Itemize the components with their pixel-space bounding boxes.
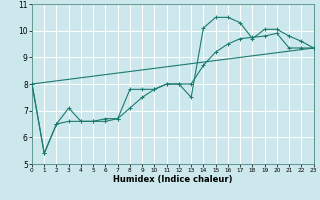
X-axis label: Humidex (Indice chaleur): Humidex (Indice chaleur) <box>113 175 233 184</box>
